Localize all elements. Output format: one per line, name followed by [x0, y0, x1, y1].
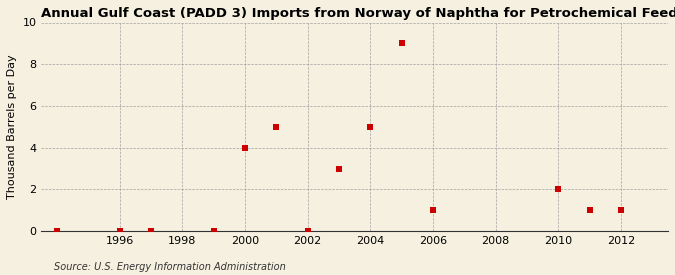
Point — [271, 125, 281, 129]
Point — [616, 208, 626, 213]
Point — [209, 229, 219, 233]
Point — [553, 187, 564, 192]
Point — [51, 229, 62, 233]
Point — [365, 125, 376, 129]
Point — [302, 229, 313, 233]
Point — [146, 229, 157, 233]
Point — [585, 208, 595, 213]
Point — [333, 166, 344, 171]
Point — [396, 41, 407, 46]
Point — [240, 145, 250, 150]
Point — [428, 208, 439, 213]
Y-axis label: Thousand Barrels per Day: Thousand Barrels per Day — [7, 54, 17, 199]
Point — [114, 229, 125, 233]
Text: Source: U.S. Energy Information Administration: Source: U.S. Energy Information Administ… — [54, 262, 286, 271]
Text: Annual Gulf Coast (PADD 3) Imports from Norway of Naphtha for Petrochemical Feed: Annual Gulf Coast (PADD 3) Imports from … — [41, 7, 675, 20]
